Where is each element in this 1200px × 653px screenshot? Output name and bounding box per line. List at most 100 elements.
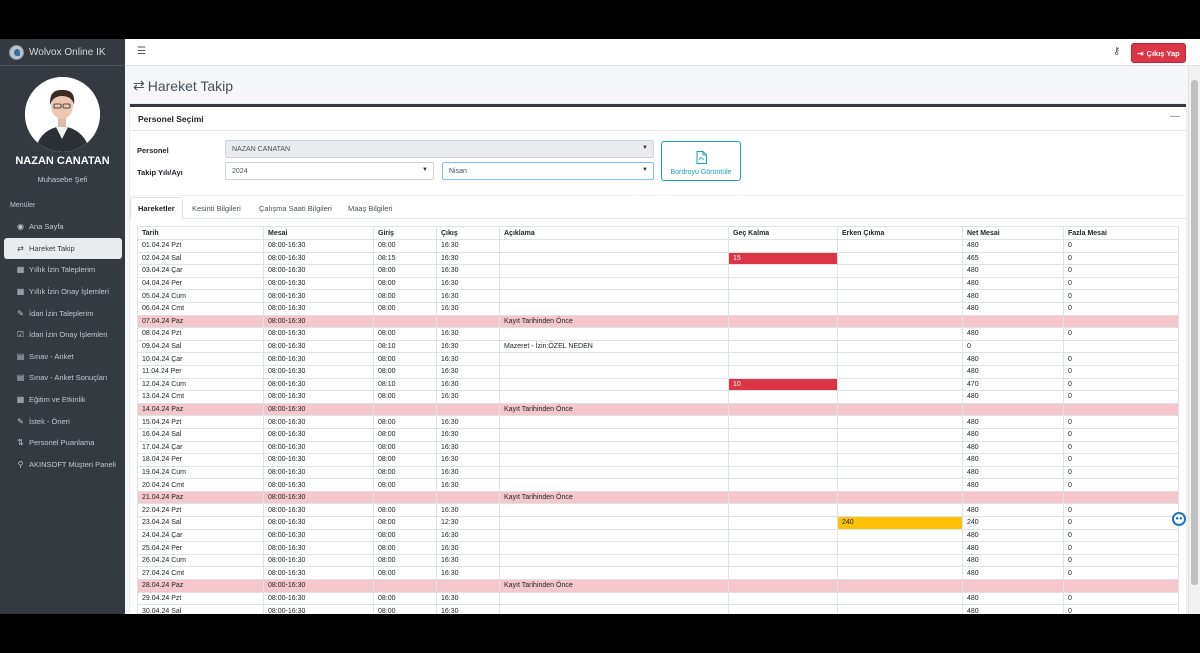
table-cell	[728, 264, 838, 278]
table-cell	[499, 239, 729, 253]
table-cell: 480	[962, 415, 1064, 429]
table-row: 01.04.24 Pzt 08:00-16:30 08:00 16:30 480 0	[137, 239, 1179, 253]
sidebar-item-label: Eğitim ve Etkinlik	[29, 395, 86, 405]
sidebar-item-egitim-etkinlik[interactable]: ▦ Eğitim ve Etkinlik	[4, 389, 122, 411]
table-cell: 08:00-16:30	[263, 427, 374, 442]
table-cell: 0	[1063, 528, 1179, 543]
tab-hareketler[interactable]: Hareketler	[130, 197, 183, 219]
table-cell: 27.04.24 Cmt	[137, 566, 264, 581]
sort-icon: ⇅	[17, 438, 24, 448]
tab-maas-bilgileri[interactable]: Maaş Bilgileri	[348, 203, 393, 213]
table-row: 17.04.24 Çar 08:00-16:30 08:00 16:30 480 0	[137, 440, 1179, 455]
table-row: 25.04.24 Per 08:00-16:30 08:00 16:30 480 0	[137, 541, 1179, 555]
column-header: Çıkış	[436, 226, 500, 240]
table-cell: 480	[962, 453, 1064, 467]
table-cell: 480	[962, 465, 1064, 480]
table-cell: 0	[1063, 276, 1179, 291]
calendar-icon: ▦	[16, 265, 25, 275]
table-row: 28.04.24 Paz 08:00-16:30 Kayıt Tarihinden …	[137, 579, 1179, 593]
table-cell: 08:00-16:30	[263, 541, 374, 555]
table-cell	[728, 314, 838, 329]
view-payroll-button[interactable]: Bordroyu Görüntüle	[661, 141, 741, 181]
personel-select[interactable]: NAZAN CANATAN ▼	[225, 140, 654, 158]
table-cell: 16:30	[436, 553, 500, 568]
sidebar-item-ana-sayfa[interactable]: ◉ Ana Sayfa	[4, 216, 122, 238]
table-cell: 16:30	[436, 276, 500, 291]
table-cell	[837, 352, 963, 366]
table-cell	[499, 465, 729, 480]
table-cell: 470	[962, 377, 1064, 392]
table-cell: 480	[962, 264, 1064, 278]
scrollbar-thumb[interactable]	[1191, 80, 1198, 585]
table-cell: 16:30	[436, 251, 500, 266]
table-row: 05.04.24 Cum 08:00-16:30 08:00 16:30 480 0	[137, 289, 1179, 303]
table-cell: 08.04.24 Pzt	[137, 327, 264, 341]
month-select[interactable]: Nisan ▼	[442, 162, 654, 180]
table-cell: 0	[1063, 478, 1179, 492]
table-row: 19.04.24 Cum 08:00-16:30 08:00 16:30 480 0	[137, 465, 1179, 480]
table-cell	[837, 465, 963, 480]
chevron-down-icon: ▼	[642, 167, 648, 173]
sidebar-item-idari-izin-taleplerim[interactable]: ✎ İdari İzin Taleplerim	[4, 302, 122, 324]
table-cell	[728, 402, 838, 417]
sidebar-item-label: Hareket Takip	[29, 243, 75, 253]
sidebar-item-label: Ana Sayfa	[29, 222, 64, 232]
dashboard-icon: ◉	[17, 222, 24, 232]
table-cell	[728, 453, 838, 467]
hamburger-menu-icon[interactable]: ☰	[137, 46, 146, 57]
minimize-icon[interactable]: —	[1170, 111, 1180, 122]
table-cell	[837, 239, 963, 253]
year-select[interactable]: 2024 ▼	[225, 162, 434, 180]
table-cell: 16:30	[436, 440, 500, 455]
table-cell: 16:30	[436, 528, 500, 543]
table-cell: 08:00	[373, 427, 437, 442]
chat-widget-icon[interactable]: ●●	[1172, 512, 1186, 526]
table-cell	[728, 465, 838, 480]
table-cell: 12:30	[436, 516, 500, 530]
sidebar-item-akinsoft-musteri-paneli[interactable]: ⚲ AKINSOFT Müşteri Paneli	[4, 454, 122, 476]
sidebar-item-hareket-takip[interactable]: ⇄ Hareket Takip	[4, 237, 122, 260]
page-scrollbar[interactable]	[1188, 66, 1200, 614]
tab-kesinti-bilgileri[interactable]: Kesinti Bilgileri	[192, 203, 241, 213]
table-cell	[728, 541, 838, 555]
sidebar-item-sinav-anket-sonuclari[interactable]: ▤ Sınav - Anket Sonuçları	[4, 367, 122, 389]
table-cell	[499, 591, 729, 606]
sidebar-item-sinav-anket[interactable]: ▤ Sınav - Anket	[4, 346, 122, 368]
table-cell: Mazeret - İzin:ÖZEL NEDEN	[499, 339, 729, 354]
sidebar-item-personel-puanlama[interactable]: ⇅ Personel Puanlama	[4, 432, 122, 454]
table-cell: 08:00-16:30	[263, 490, 374, 505]
table-row: 18.04.24 Per 08:00-16:30 08:00 16:30 480 0	[137, 453, 1179, 467]
table-cell: 07.04.24 Paz	[137, 314, 264, 329]
table-icon: ▤	[16, 351, 25, 361]
sidebar-item-yillik-izin-onay[interactable]: ▦ Yıllık İzin Onay İşlemleri	[4, 281, 122, 303]
brand[interactable]: Wolvox Online IK	[0, 39, 125, 66]
table-cell: 08:00-16:30	[263, 453, 374, 467]
column-header: Geç Kalma	[728, 226, 838, 240]
table-cell	[962, 314, 1064, 329]
table-cell	[728, 528, 838, 543]
table-cell	[499, 440, 729, 455]
sidebar-item-label: Yıllık İzin Taleplerim	[29, 265, 96, 275]
tab-calisma-saati-bilgileri[interactable]: Çalışma Saati Bilgileri	[259, 203, 332, 213]
table-cell	[728, 490, 838, 505]
table-cell: 0	[962, 339, 1064, 354]
column-header: Erken Çıkma	[837, 226, 963, 240]
wolvox-logo-icon	[9, 44, 24, 60]
table-cell: 08:00-16:30	[263, 415, 374, 429]
exchange-icon: ⇄	[17, 243, 24, 253]
edit-icon: ✎	[17, 416, 24, 426]
key-icon[interactable]: ⚷	[1113, 46, 1121, 57]
logout-button[interactable]: ⇥ Çıkış Yap	[1131, 43, 1186, 63]
table-cell: 16:30	[436, 289, 500, 303]
table-cell	[373, 490, 437, 505]
sidebar-item-yillik-izin-taleplerim[interactable]: ▦ Yıllık İzin Taleplerim	[4, 259, 122, 281]
table-cell: 30.04.24 Sal	[137, 604, 264, 614]
user-role: Muhasebe Şefi	[37, 175, 88, 184]
table-cell: 0	[1063, 427, 1179, 442]
sidebar-item-istek-oneri[interactable]: ✎ İstek - Öneri	[4, 410, 122, 432]
table-cell: 0	[1063, 301, 1179, 316]
sidebar-item-idari-izin-onay[interactable]: ☑ İdari İzin Onay İşlemleri	[4, 324, 122, 346]
table-cell	[499, 390, 729, 404]
table-cell	[728, 440, 838, 455]
table-cell: 08:00-16:30	[263, 440, 374, 455]
